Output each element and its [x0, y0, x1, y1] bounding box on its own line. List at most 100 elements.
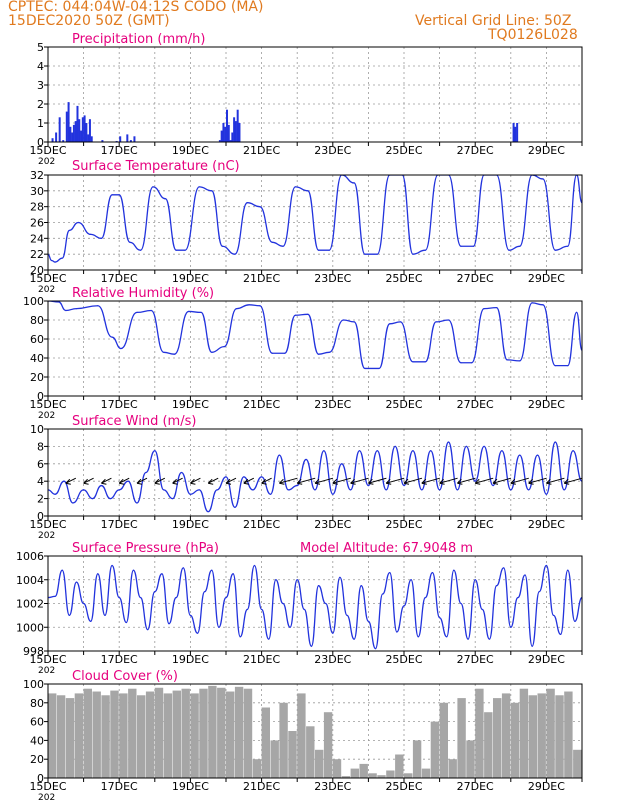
data-point [211, 190, 213, 192]
x-tick-label: 25DEC [385, 144, 422, 157]
cloud-bar [412, 740, 422, 778]
x-tick-label: 25DEC [385, 653, 422, 666]
panel-title: Surface Wind (m/s) [72, 414, 196, 429]
precip-bar [83, 115, 86, 142]
wind-arrow [297, 477, 316, 484]
data-point [396, 631, 398, 633]
data-point [467, 638, 469, 640]
data-point [503, 567, 505, 569]
data-point [364, 367, 366, 370]
data-point [211, 351, 213, 353]
data-point [261, 608, 263, 611]
precip-bar [81, 117, 84, 142]
data-point [376, 253, 378, 255]
panel-frame [47, 428, 583, 517]
series-line [48, 175, 582, 263]
y-tick-label: 1002 [16, 598, 44, 611]
data-point [284, 352, 286, 354]
cloud-bar [48, 693, 57, 778]
x-tick-label: 25DEC [385, 272, 422, 285]
data-point [332, 632, 334, 634]
x-tick-label: 29DEC [528, 518, 565, 531]
data-point [542, 178, 544, 180]
data-point [61, 257, 63, 259]
data-point [268, 638, 270, 640]
data-point [68, 614, 70, 616]
wind-arrow-head [243, 478, 249, 485]
cloud-bar [368, 773, 377, 778]
data-point [474, 579, 476, 581]
data-point [460, 245, 462, 247]
cloud-bar [234, 686, 244, 778]
wind-arrow-head [403, 478, 410, 485]
data-point [495, 585, 498, 587]
panel-frame [47, 174, 583, 271]
data-point [198, 186, 200, 188]
wind-arrow [403, 477, 423, 484]
data-point [282, 245, 284, 247]
x-tick-label: 23DEC [314, 272, 351, 285]
y-tick-label: 2 [37, 98, 44, 111]
y-tick-label: 30 [30, 185, 44, 198]
data-point [323, 450, 325, 452]
data-point [127, 480, 129, 482]
data-point [100, 484, 102, 487]
data-point [275, 579, 277, 581]
y-tick-label: 26 [30, 217, 44, 230]
wind-arrow-head [368, 478, 374, 485]
data-point [75, 581, 78, 583]
precip-bar [229, 140, 232, 142]
cloud-bar [145, 691, 155, 778]
y-tick-label: 32 [30, 169, 44, 182]
data-point [412, 450, 414, 452]
data-point [576, 311, 578, 313]
data-point [483, 445, 485, 447]
x-tick-label: 23DEC [314, 518, 351, 531]
wind-arrow [546, 477, 565, 484]
series-group [48, 441, 582, 513]
wind-arrows [65, 477, 583, 485]
data-point [481, 608, 483, 611]
data-point [65, 309, 67, 312]
data-point [145, 471, 147, 474]
y-tick-label: 20 [30, 371, 44, 384]
data-point [528, 489, 530, 491]
cloud-bar [573, 749, 582, 778]
data-point [221, 245, 224, 247]
data-point [412, 253, 414, 255]
precip-bar [51, 138, 54, 142]
x-tick-label: 15DEC [29, 653, 66, 666]
data-point [173, 353, 175, 355]
cloud-bar [119, 693, 128, 778]
data-point [216, 489, 218, 491]
x-tick-label: 29DEC [528, 653, 565, 666]
data-point [545, 564, 548, 567]
data-point [278, 454, 280, 456]
data-point [328, 249, 330, 251]
data-point [54, 595, 56, 597]
cloud-bar [386, 770, 395, 778]
data-point [246, 608, 248, 611]
data-point [97, 573, 99, 575]
wind-arrow-head [172, 478, 178, 485]
data-point [164, 198, 167, 200]
data-point [554, 365, 556, 367]
data-point [519, 245, 521, 247]
data-point [163, 351, 165, 353]
precip-bar [227, 124, 230, 142]
wind-arrow-head [510, 478, 516, 485]
data-point [374, 648, 377, 650]
panel-title: Relative Humidity (%) [72, 286, 214, 301]
data-point [488, 638, 491, 640]
data-point [439, 617, 441, 619]
wind-arrow-head [528, 478, 534, 485]
panel-subtitle: Model Altitude: 67.9048 m [300, 541, 473, 556]
data-point [447, 319, 450, 321]
wind-arrow-head [474, 478, 481, 485]
precip-bar [62, 140, 65, 142]
cloud-bar [466, 740, 475, 778]
data-point [287, 489, 289, 491]
data-point [175, 596, 177, 599]
cloud-bar [297, 693, 306, 778]
